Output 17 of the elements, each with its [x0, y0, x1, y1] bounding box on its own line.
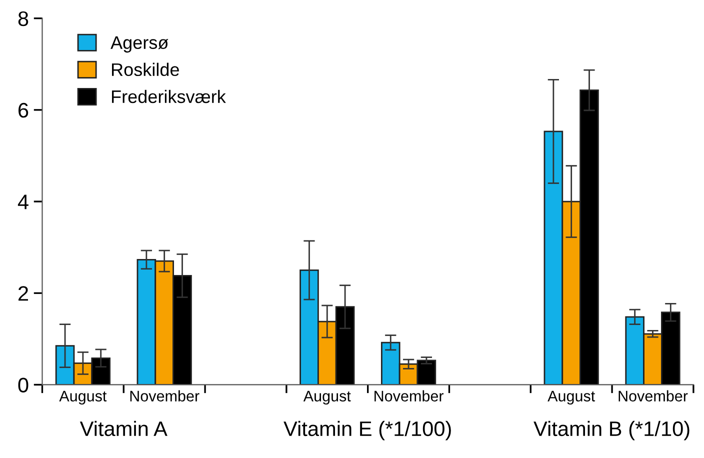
y-tick-label: 8 [18, 11, 28, 26]
text: Vitamin E (*1/100) [284, 420, 451, 440]
x-tick-label: August [303, 390, 351, 405]
x-tick-label: August [548, 390, 596, 405]
text: Vitamin A [80, 420, 168, 436]
legend-label: Agersø [110, 36, 168, 53]
x-tick-label: November [130, 390, 200, 402]
y-tick-label: 4 [18, 194, 28, 210]
y-tick-label: 0 [18, 378, 28, 392]
y-tick-label: 6 [18, 102, 28, 118]
y-tick-label: 2 [18, 286, 28, 301]
legend-label: Roskilde [112, 62, 179, 76]
x-tick-label: November [618, 390, 688, 402]
legend-label: Frederiksværk [112, 90, 226, 104]
text: Vitamin B (*1/10) [534, 420, 690, 440]
x-tick-label: August [59, 390, 107, 405]
x-tick-label: November [374, 390, 444, 402]
